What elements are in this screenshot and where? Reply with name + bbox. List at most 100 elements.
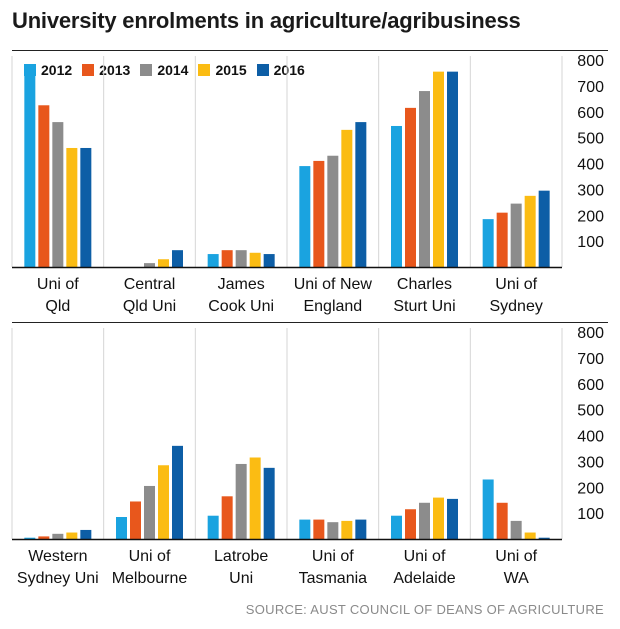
bar-2012: [24, 537, 36, 539]
bar-2016: [447, 498, 458, 539]
bar-2013: [405, 509, 416, 539]
y-tick-label: 300: [577, 182, 604, 199]
legend-item-2: 2014: [140, 62, 188, 78]
bar-2014: [510, 203, 522, 267]
bar-2012: [391, 125, 402, 267]
bar-2016: [172, 250, 183, 267]
bar-2015: [341, 129, 353, 267]
bar-2013: [38, 536, 50, 539]
bar-2013: [221, 496, 233, 539]
bar-2015: [524, 532, 536, 539]
legend-label-2: 2014: [157, 62, 189, 78]
category-label: Charles: [397, 276, 452, 293]
bar-2015: [158, 259, 169, 267]
category-label: England: [303, 298, 362, 315]
bar-2013: [313, 519, 325, 539]
chart-title: University enrolments in agriculture/agr…: [12, 8, 521, 33]
bar-2015: [341, 520, 353, 539]
legend-item-3: 2015: [198, 62, 247, 78]
category-label: Uni: [229, 570, 253, 587]
bar-2012: [207, 515, 219, 539]
y-tick-label: 600: [577, 377, 604, 394]
legend-swatch-0: [24, 64, 36, 76]
category-label: Uni of New: [294, 276, 373, 293]
bar-2015: [66, 532, 78, 539]
y-tick-label: 300: [577, 454, 604, 471]
bar-2014: [510, 520, 522, 539]
top-chart-panel: 100 200 300 400 500 600 700 800 Uni of Qld Central…: [11, 50, 608, 315]
y-tick-label: 100: [577, 234, 604, 251]
bar-2013: [405, 107, 416, 268]
y-tick-label: 500: [577, 131, 604, 148]
category-label: Qld Uni: [123, 298, 176, 315]
bar-2012: [207, 254, 219, 267]
category-label: James: [218, 276, 265, 293]
category-label: Uni of: [312, 548, 354, 565]
legend-item-4: 2016: [256, 62, 305, 78]
bar-2013: [313, 160, 325, 267]
bar-2012: [116, 517, 127, 539]
bar-2014: [52, 533, 64, 539]
bar-2016: [538, 537, 550, 539]
category-label: Uni of: [495, 276, 537, 293]
bar-2014: [144, 485, 155, 539]
bar-2014: [52, 122, 64, 267]
y-tick-label: 200: [577, 480, 604, 497]
bar-2014: [235, 250, 247, 267]
category-label: Sydney: [489, 298, 542, 315]
y-tick-label: 800: [577, 53, 604, 70]
source-note: SOURCE: AUST COUNCIL OF DEANS OF AGRICUL…: [245, 602, 604, 617]
bar-2013: [496, 212, 508, 267]
bar-2015: [524, 195, 536, 267]
bar-2016: [263, 467, 275, 539]
category-label: Cook Uni: [208, 298, 274, 315]
bar-2012: [482, 479, 494, 539]
y-tick-label: 100: [577, 506, 604, 523]
y-tick-label: 200: [577, 208, 604, 225]
category-label: Sydney Uni: [17, 570, 99, 587]
bar-2014: [419, 91, 430, 267]
category-label: Uni of: [495, 548, 537, 565]
y-tick-label: 800: [577, 325, 604, 342]
category-label: Uni of: [37, 276, 79, 293]
bar-2014: [419, 502, 430, 539]
bar-2014: [235, 463, 247, 539]
bottom-chart-panel: 100 200 300 400 500 600 700 800 Western Sydney Un…: [11, 322, 608, 587]
category-label: Melbourne: [112, 570, 188, 587]
category-label: Central: [124, 276, 176, 293]
bar-2013: [496, 502, 508, 539]
bar-2016: [172, 445, 183, 539]
y-tick-label: 600: [577, 105, 604, 122]
bar-2012: [299, 166, 311, 267]
bar-2014: [327, 155, 339, 267]
y-tick-label: 400: [577, 157, 604, 174]
category-label: Uni of: [404, 548, 446, 565]
category-label: Sturt Uni: [393, 298, 455, 315]
category-label: Western: [28, 548, 87, 565]
bar-2016: [538, 190, 550, 267]
bar-2015: [249, 252, 261, 267]
category-label: Tasmania: [299, 570, 368, 587]
bar-2015: [433, 71, 444, 267]
bar-2015: [66, 147, 78, 267]
bar-2015: [433, 497, 444, 539]
category-label: Qld: [45, 298, 70, 315]
bar-2012: [24, 75, 36, 268]
bar-2013: [221, 250, 233, 267]
bar-2013: [38, 105, 50, 267]
bar-2015: [158, 465, 169, 539]
legend-label-0: 2012: [41, 62, 73, 78]
bar-2012: [391, 515, 402, 539]
y-tick-label: 700: [577, 79, 604, 96]
bar-2016: [263, 254, 275, 267]
bar-2016: [80, 529, 92, 539]
bar-2016: [447, 71, 458, 267]
legend-item-1: 2013: [82, 62, 130, 78]
bar-2014: [327, 522, 339, 539]
legend-label-4: 2016: [273, 62, 305, 78]
y-tick-label: 500: [577, 403, 604, 420]
legend-item-0: 2012: [24, 62, 72, 78]
category-label: Latrobe: [214, 548, 268, 565]
legend-swatch-2: [140, 64, 153, 76]
bar-2013: [130, 501, 141, 539]
